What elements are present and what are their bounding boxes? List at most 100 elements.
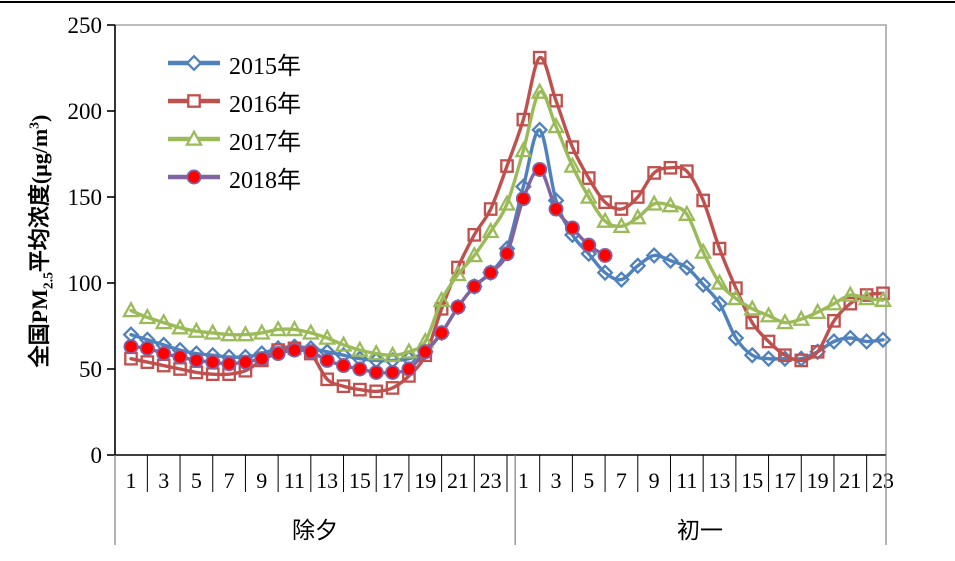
diamond-marker [613,271,630,288]
legend-marker-holder [185,54,203,72]
hour-label: 9 [256,468,267,493]
hour-label: 5 [583,468,594,493]
square-marker [794,353,809,368]
triangle-marker [171,318,189,335]
square-marker [630,190,645,204]
plot-area-border [115,24,887,455]
square-marker [385,381,400,395]
circle-marker [186,169,202,185]
square-marker [320,372,335,387]
legend-item-2018: 2018年 [166,158,301,196]
triangle-marker [399,342,418,359]
legend-line-triangle-icon [166,126,222,152]
legend-label-2015: 2015年 [229,53,301,80]
circle-marker [254,351,270,367]
triangle-marker [612,216,631,233]
triangle-marker [285,319,304,337]
square-marker [843,296,858,311]
square-marker [598,195,612,210]
diamond-marker [874,331,892,349]
series-line [129,167,607,375]
triangle-marker [530,82,549,99]
triangle-marker [185,129,203,146]
legend-label-2017: 2017年 [229,129,301,156]
square-marker [663,160,678,175]
circle-marker [417,344,433,360]
square-marker [712,241,727,256]
axes [114,25,886,456]
legend-label-2016: 2016年 [229,91,301,118]
diamond-marker [531,121,549,139]
y-axis-title: 全国PM2.5平均浓度(μg/m3) [22,71,56,411]
y-axis-ticks: 0 50 100 150 200 250 [68,13,115,468]
diamond-marker [596,264,614,282]
hour-label: 9 [649,468,660,493]
legend-line-square-icon [166,88,222,114]
x-axis-ticks: 1 3 5 7 9 11 13 15 17 19 21 23 1 3 5 7 9 11 13 15 17 19 21 23 [114,455,894,545]
square-marker [467,227,482,242]
diamond-marker [678,259,696,276]
square-marker [187,94,201,108]
legend-line-circle-icon [166,164,222,190]
square-marker [336,379,351,394]
hour-label: 3 [551,468,562,493]
circle-marker [336,358,352,374]
legend-marker-holder [186,169,202,185]
circle-marker [303,344,319,360]
triangle-marker [743,299,762,316]
circle-marker [450,299,466,315]
circle-marker [352,361,368,377]
y-tick-label: 0 [91,443,103,468]
triangle-marker [596,211,615,228]
triangle-marker [154,312,173,330]
legend-sample-canvas [168,169,220,185]
triangle-marker [857,288,876,306]
triangle-marker [628,208,647,225]
triangle-marker [122,300,140,318]
hour-label: 1 [126,468,137,493]
triangle-marker [841,285,860,302]
triangle-marker [775,312,794,330]
circle-marker [385,364,401,380]
triangle-marker [383,345,402,362]
circle-marker [156,346,172,362]
square-marker [761,334,776,349]
circle-marker [499,246,515,262]
triangle-marker [726,288,745,306]
triangle-marker [710,273,729,290]
circle-marker [483,265,499,281]
legend-item-2017: 2017年 [166,120,301,158]
hour-label: 19 [807,468,829,493]
triangle-marker [694,242,713,259]
y-tick-label: 250 [68,13,103,38]
series-2018年 [123,161,613,380]
day-label-chuyi: 初一 [677,518,723,543]
triangle-marker [498,194,516,211]
square-marker [500,159,514,173]
circle-marker [466,278,482,294]
legend-line-diamond-icon [166,50,222,76]
triangle-marker [138,307,157,325]
square-marker [483,202,498,216]
hour-label: 11 [676,468,697,493]
circle-marker [368,364,384,380]
square-marker [140,355,155,369]
triangle-marker [318,328,337,345]
circle-marker [401,361,417,377]
triangle-marker [874,290,892,307]
triangle-marker [252,323,271,340]
triangle-marker [269,319,288,337]
hour-label: 5 [191,468,202,493]
triangle-marker [514,140,533,158]
square-marker [549,93,563,108]
diamond-marker [662,252,679,270]
day-label-chuxi: 除夕 [292,518,338,543]
y-axis-title-text-2: 平均浓度(μg/m [27,128,52,273]
circle-marker [139,340,155,356]
hour-label: 15 [349,468,371,493]
legend-sample-canvas [168,129,220,146]
diamond-marker [580,245,598,263]
hour-label: 7 [616,468,627,493]
triangle-marker [203,323,222,340]
triangle-marker [187,321,206,338]
